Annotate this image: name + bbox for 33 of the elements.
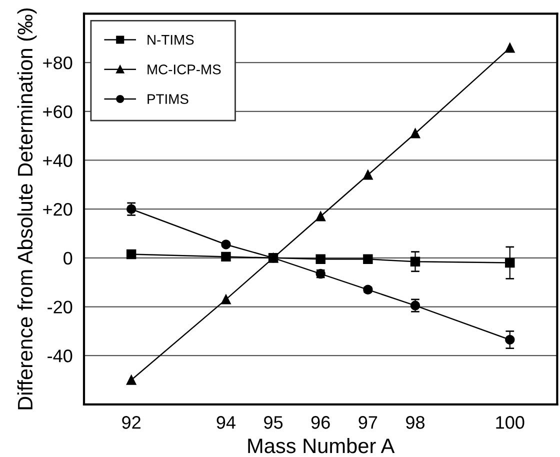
point <box>410 256 420 266</box>
x-tick-label: 95 <box>264 416 283 429</box>
y-tick-label: +20 <box>43 203 72 216</box>
y-tick-label: +80 <box>43 56 72 70</box>
point <box>126 375 136 385</box>
point <box>316 254 326 264</box>
x-axis-title: Mass Number A <box>248 438 395 454</box>
x-tick-label: 97 <box>358 416 378 429</box>
point <box>221 240 231 250</box>
y-tick-label: +60 <box>43 105 72 118</box>
point <box>363 254 373 264</box>
point <box>410 128 420 138</box>
point <box>505 334 515 345</box>
point <box>363 170 373 180</box>
y-tick-label: +40 <box>43 154 72 167</box>
x-tick-label: 100 <box>496 416 524 429</box>
point <box>221 252 231 262</box>
x-tick-label: 92 <box>122 416 140 429</box>
point <box>505 43 515 53</box>
legend-label: PTIMS <box>148 94 188 104</box>
legend-label: N-TIMS <box>148 34 194 45</box>
x-tick-label: 94 <box>216 416 236 429</box>
y-tick-label: -20 <box>48 300 72 314</box>
point <box>221 294 231 304</box>
legend-label: MC-ICP-MS <box>148 64 221 74</box>
point <box>316 212 326 222</box>
x-tick-label: 96 <box>311 416 330 429</box>
y-tick-label: 0 <box>64 252 72 265</box>
y-tick-label: -40 <box>48 350 72 362</box>
y-axis-title: Difference from Absolute Determination (‰) <box>17 8 37 410</box>
point <box>126 249 136 260</box>
point <box>505 258 515 268</box>
x-tick-label: 98 <box>406 416 424 429</box>
